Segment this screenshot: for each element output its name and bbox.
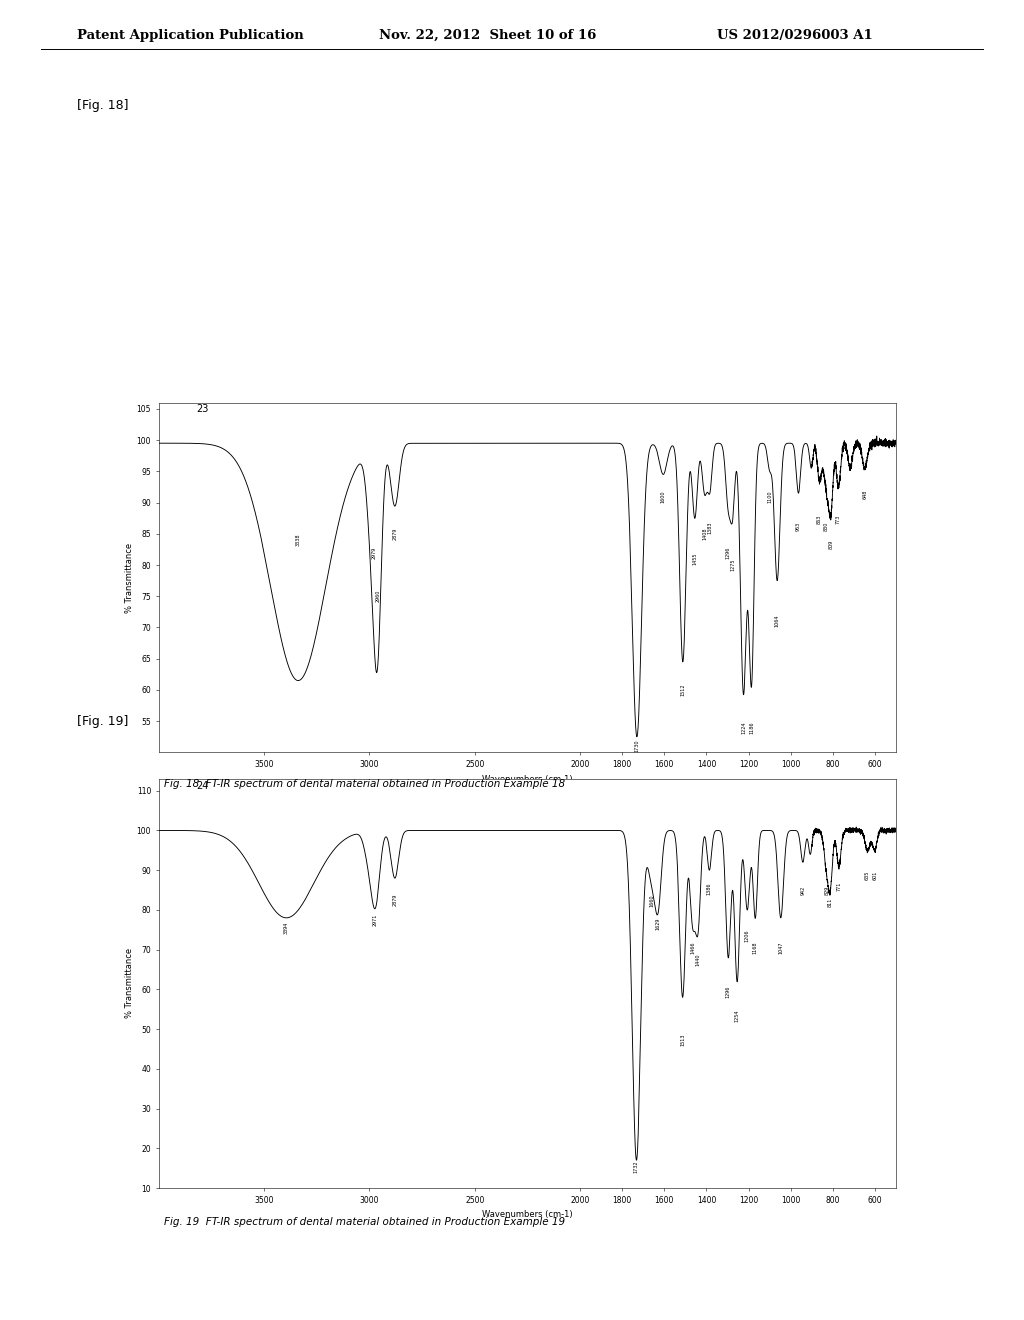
Text: US 2012/0296003 A1: US 2012/0296003 A1 <box>717 29 872 42</box>
X-axis label: Wavenumbers (cm-1): Wavenumbers (cm-1) <box>482 1210 572 1220</box>
Text: 771: 771 <box>837 882 842 891</box>
Text: 635: 635 <box>865 870 870 879</box>
X-axis label: Wavenumbers (cm-1): Wavenumbers (cm-1) <box>482 775 572 784</box>
Text: 829: 829 <box>824 886 829 895</box>
Text: 24: 24 <box>197 780 209 791</box>
Y-axis label: % Transmittance: % Transmittance <box>125 543 134 612</box>
Text: 1047: 1047 <box>778 941 783 954</box>
Text: 1275: 1275 <box>730 558 735 572</box>
Text: 1730: 1730 <box>635 741 639 752</box>
Text: 1512: 1512 <box>680 684 685 696</box>
Text: 1455: 1455 <box>692 553 697 565</box>
Text: Fig. 18  FT-IR spectrum of dental material obtained in Production Example 18: Fig. 18 FT-IR spectrum of dental materia… <box>164 779 565 789</box>
Text: 1386: 1386 <box>707 882 712 895</box>
Text: 1600: 1600 <box>660 490 666 503</box>
Text: 3338: 3338 <box>296 533 301 546</box>
Text: 2960: 2960 <box>376 590 380 602</box>
Text: 863: 863 <box>817 515 822 524</box>
Text: 1383: 1383 <box>708 521 713 533</box>
Text: 2879: 2879 <box>392 528 397 540</box>
Text: 1732: 1732 <box>634 1160 639 1172</box>
Text: 1629: 1629 <box>655 917 660 931</box>
Text: 1660: 1660 <box>649 894 654 907</box>
Text: 942: 942 <box>801 886 806 895</box>
Text: 773: 773 <box>836 515 841 524</box>
Text: 3394: 3394 <box>284 921 289 935</box>
Text: 1254: 1254 <box>734 1010 739 1022</box>
Text: 1206: 1206 <box>744 929 750 942</box>
Text: 2979: 2979 <box>372 546 376 558</box>
Text: 1466: 1466 <box>690 941 695 954</box>
Text: 648: 648 <box>862 490 867 499</box>
Text: 963: 963 <box>796 521 801 531</box>
Text: 1224: 1224 <box>741 721 746 734</box>
Text: 1186: 1186 <box>749 721 754 734</box>
Text: 2879: 2879 <box>392 894 397 907</box>
Text: 830: 830 <box>824 521 829 531</box>
Text: 811: 811 <box>828 898 833 907</box>
Text: Fig. 19  FT-IR spectrum of dental material obtained in Production Example 19: Fig. 19 FT-IR spectrum of dental materia… <box>164 1217 565 1228</box>
Text: Patent Application Publication: Patent Application Publication <box>77 29 303 42</box>
Text: 1064: 1064 <box>775 615 779 627</box>
Text: 2971: 2971 <box>373 913 378 927</box>
Text: 1296: 1296 <box>726 986 731 998</box>
Text: 23: 23 <box>197 404 209 414</box>
Text: [Fig. 19]: [Fig. 19] <box>77 715 128 729</box>
Text: 1168: 1168 <box>753 941 758 954</box>
Text: 1296: 1296 <box>726 546 731 558</box>
Text: 809: 809 <box>828 540 834 549</box>
Text: 1100: 1100 <box>767 490 772 503</box>
Text: 1513: 1513 <box>680 1034 685 1045</box>
Y-axis label: % Transmittance: % Transmittance <box>125 948 134 1019</box>
Text: 601: 601 <box>872 870 878 879</box>
Text: Nov. 22, 2012  Sheet 10 of 16: Nov. 22, 2012 Sheet 10 of 16 <box>379 29 596 42</box>
Text: 1408: 1408 <box>702 528 708 540</box>
Text: 1440: 1440 <box>695 953 700 966</box>
Text: [Fig. 18]: [Fig. 18] <box>77 99 128 112</box>
